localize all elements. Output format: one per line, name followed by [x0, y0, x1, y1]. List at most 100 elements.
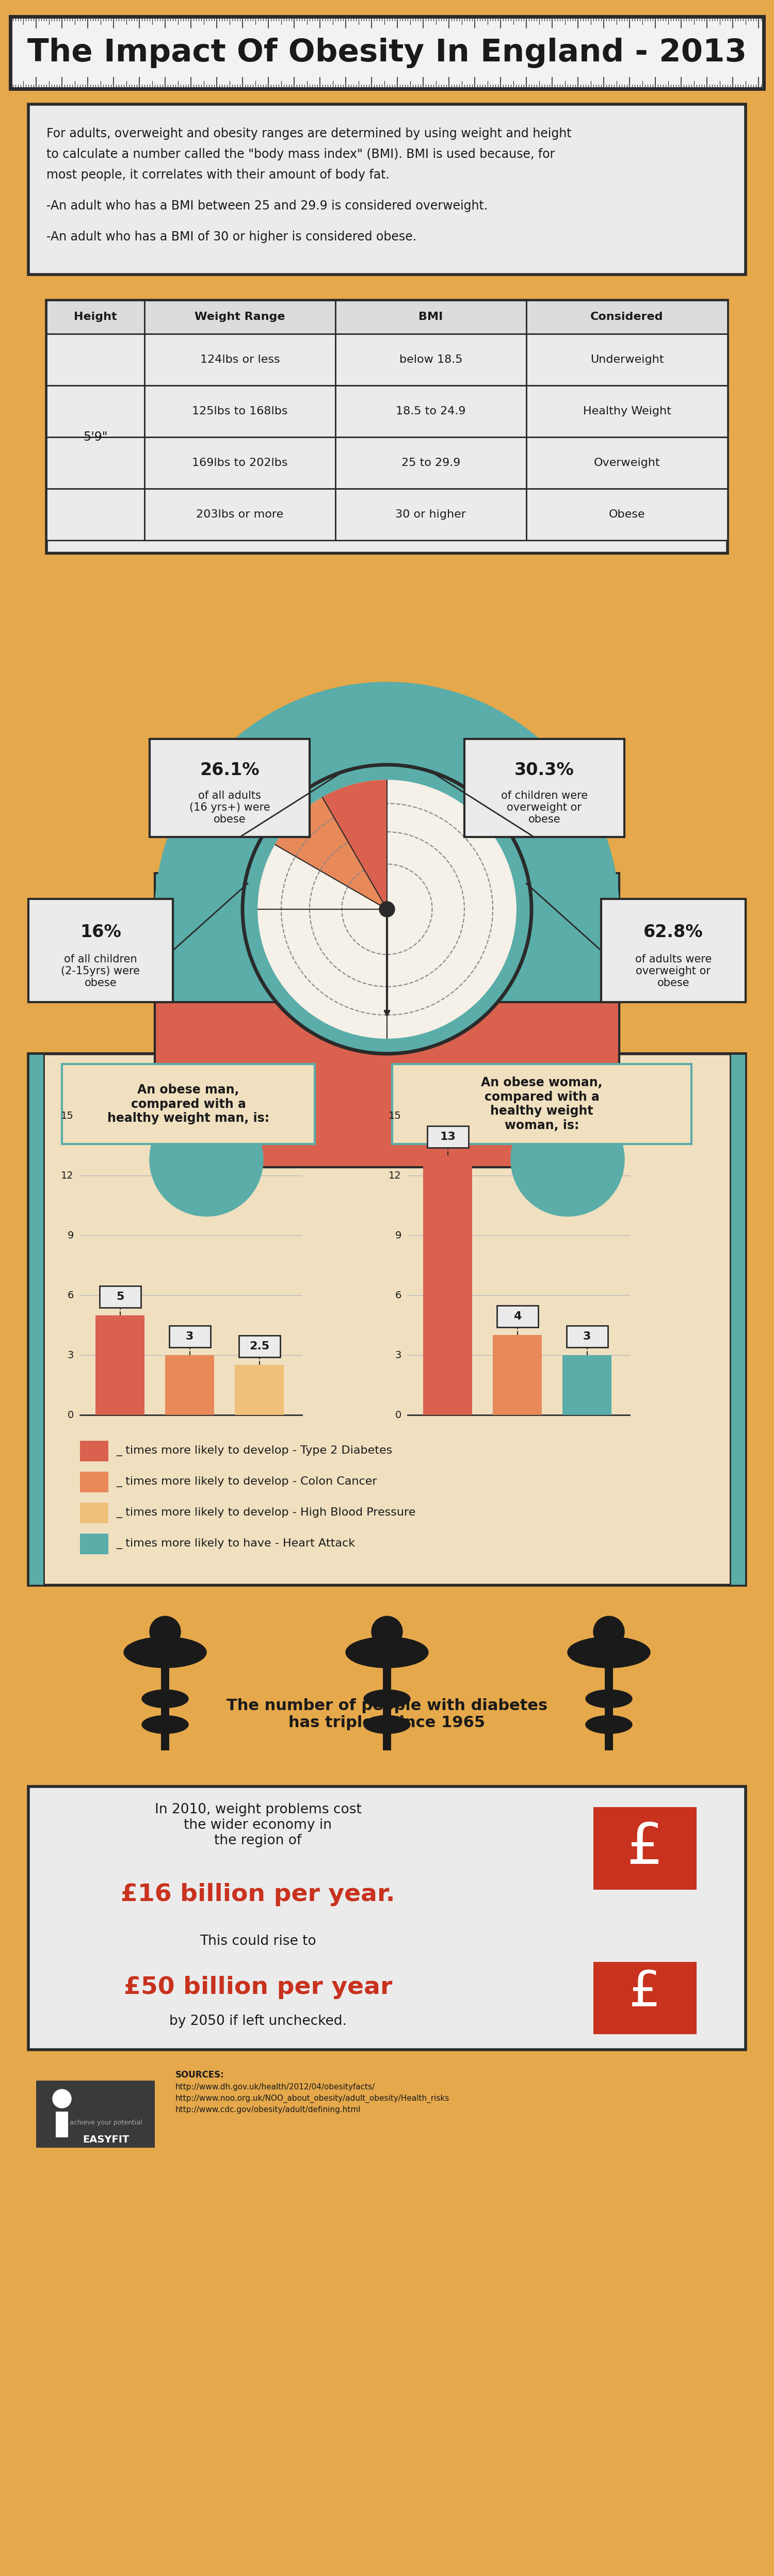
Bar — [526, 438, 728, 489]
Bar — [56, 2112, 68, 2138]
Bar — [80, 1502, 108, 1522]
Bar — [464, 739, 625, 837]
Text: achieve your potential: achieve your potential — [70, 2120, 142, 2125]
Ellipse shape — [142, 1716, 188, 1734]
Text: 6: 6 — [395, 1291, 402, 1301]
Circle shape — [511, 1103, 625, 1216]
Text: -An adult who has a BMI between 25 and 29.9 is considered overweight.: -An adult who has a BMI between 25 and 2… — [46, 201, 488, 211]
Text: 12: 12 — [389, 1170, 402, 1180]
Bar — [145, 335, 335, 386]
Text: 9: 9 — [67, 1231, 74, 1239]
Text: 203lbs or more: 203lbs or more — [197, 510, 283, 520]
Wedge shape — [323, 781, 387, 909]
Bar — [80, 1533, 108, 1553]
Bar — [80, 1440, 108, 1461]
Bar — [95, 1316, 145, 1414]
Bar — [145, 438, 335, 489]
Circle shape — [594, 1615, 625, 1646]
Circle shape — [149, 1615, 180, 1646]
Text: _ times more likely to develop - High Blood Pressure: _ times more likely to develop - High Bl… — [116, 1507, 416, 1517]
Text: to calculate a number called the "body mass index" (BMI). BMI is used because, f: to calculate a number called the "body m… — [46, 147, 555, 160]
Text: 5'9": 5'9" — [83, 430, 108, 443]
Bar — [155, 1002, 619, 1167]
Bar — [563, 1355, 611, 1414]
Text: An obese woman,
compared with a
healthy weight
woman, is:: An obese woman, compared with a healthy … — [481, 1077, 602, 1131]
Text: _ times more likely to develop - Colon Cancer: _ times more likely to develop - Colon C… — [116, 1476, 377, 1486]
Text: £50 billion per year: £50 billion per year — [124, 1976, 392, 1999]
Ellipse shape — [586, 1690, 632, 1708]
Bar — [238, 1334, 280, 1358]
Ellipse shape — [364, 1690, 410, 1708]
Bar — [10, 15, 764, 88]
Text: Healthy Weight: Healthy Weight — [583, 407, 671, 417]
Text: 15: 15 — [61, 1110, 74, 1121]
Bar — [526, 335, 728, 386]
Text: SOURCES:: SOURCES: — [176, 2071, 224, 2079]
Circle shape — [258, 781, 516, 1038]
Bar — [29, 1054, 745, 1584]
Bar — [526, 301, 728, 335]
Ellipse shape — [364, 1716, 410, 1734]
Text: Overweight: Overweight — [594, 459, 660, 469]
Text: An obese man,
compared with a
healthy weight man, is:: An obese man, compared with a healthy we… — [108, 1084, 269, 1126]
Bar — [29, 2061, 745, 2164]
Text: Obese: Obese — [608, 510, 646, 520]
Circle shape — [149, 1103, 263, 1216]
Text: 13: 13 — [440, 1131, 456, 1141]
Text: http://www.cdc.gov/obesity/adult/defining.html: http://www.cdc.gov/obesity/adult/definin… — [176, 2107, 361, 2115]
Bar — [423, 1157, 472, 1414]
Bar — [335, 438, 526, 489]
Bar — [392, 1064, 691, 1144]
Text: most people, it correlates with their amount of body fat.: most people, it correlates with their am… — [46, 170, 389, 180]
Text: 0: 0 — [67, 1409, 74, 1419]
Bar — [493, 1334, 542, 1414]
Bar — [155, 873, 619, 1167]
Bar — [29, 1788, 745, 2050]
Text: EASYFIT: EASYFIT — [83, 2136, 129, 2146]
Wedge shape — [258, 781, 516, 1038]
Bar — [46, 438, 145, 489]
Bar — [594, 1808, 697, 1891]
Bar — [601, 899, 745, 1002]
Bar — [594, 1963, 697, 2035]
Text: of all children
(2-15yrs) were
obese: of all children (2-15yrs) were obese — [61, 953, 140, 989]
Bar — [604, 1656, 613, 1749]
Text: For adults, overweight and obesity ranges are determined by using weight and hei: For adults, overweight and obesity range… — [46, 126, 571, 139]
Ellipse shape — [567, 1636, 650, 1667]
Bar — [383, 1656, 391, 1749]
Bar — [80, 1471, 108, 1492]
Text: In 2010, weight problems cost
the wider economy in
the region of: In 2010, weight problems cost the wider … — [155, 1803, 361, 1847]
Text: of adults were
overweight or
obese: of adults were overweight or obese — [635, 953, 711, 989]
Text: 125lbs to 168lbs: 125lbs to 168lbs — [192, 407, 288, 417]
Text: -An adult who has a BMI of 30 or higher is considered obese.: -An adult who has a BMI of 30 or higher … — [46, 232, 416, 242]
Text: 3: 3 — [395, 1350, 402, 1360]
Bar — [335, 386, 526, 438]
Text: by 2050 if left unchecked.: by 2050 if left unchecked. — [170, 2014, 347, 2027]
Text: 25 to 29.9: 25 to 29.9 — [402, 459, 461, 469]
Text: 30 or higher: 30 or higher — [396, 510, 466, 520]
Bar — [29, 1054, 44, 1584]
Bar — [145, 489, 335, 541]
Bar — [730, 1054, 745, 1584]
Text: 3: 3 — [186, 1332, 194, 1342]
Text: £16 billion per year.: £16 billion per year. — [121, 1883, 396, 1906]
Bar — [169, 1327, 211, 1347]
Bar — [29, 103, 745, 276]
Text: 3: 3 — [67, 1350, 74, 1360]
Circle shape — [379, 902, 395, 917]
Bar — [62, 1064, 315, 1144]
Wedge shape — [258, 781, 387, 909]
Text: 12: 12 — [61, 1170, 74, 1180]
Text: 26.1%: 26.1% — [200, 762, 259, 778]
Text: Height: Height — [74, 312, 117, 322]
Bar — [335, 335, 526, 386]
Text: _ times more likely to have - Heart Attack: _ times more likely to have - Heart Atta… — [116, 1538, 355, 1548]
Text: 15: 15 — [389, 1110, 402, 1121]
Text: _ times more likely to develop - Type 2 Diabetes: _ times more likely to develop - Type 2 … — [116, 1445, 392, 1455]
Text: http://www.noo.org.uk/NOO_about_obesity/adult_obesity/Health_risks: http://www.noo.org.uk/NOO_about_obesity/… — [176, 2094, 450, 2102]
Text: The Impact Of Obesity In England - 2013: The Impact Of Obesity In England - 2013 — [27, 39, 747, 67]
Circle shape — [242, 765, 532, 1054]
Text: 6: 6 — [67, 1291, 74, 1301]
Ellipse shape — [586, 1716, 632, 1734]
Text: 3: 3 — [583, 1332, 591, 1342]
